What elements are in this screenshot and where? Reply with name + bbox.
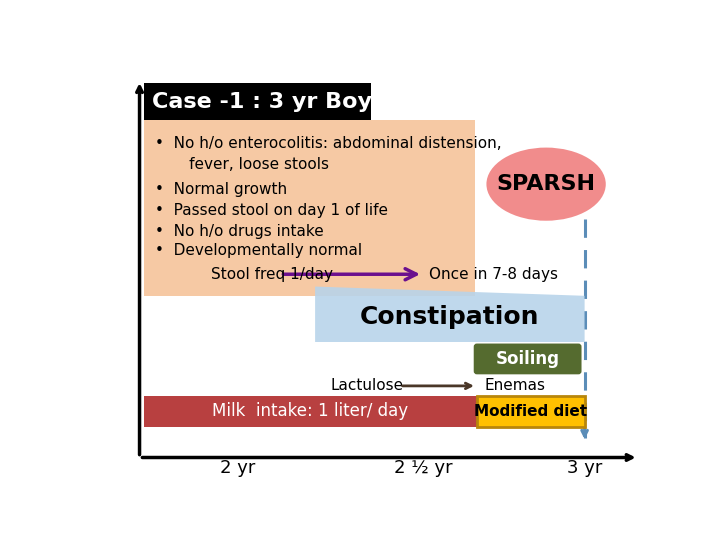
Text: 2 ½ yr: 2 ½ yr (394, 459, 452, 477)
Text: 2 yr: 2 yr (220, 459, 256, 477)
FancyBboxPatch shape (477, 396, 585, 427)
FancyBboxPatch shape (144, 120, 475, 296)
FancyBboxPatch shape (474, 343, 582, 374)
Text: Once in 7-8 days: Once in 7-8 days (429, 267, 558, 282)
Ellipse shape (487, 147, 606, 221)
Text: Soiling: Soiling (495, 350, 559, 368)
Text: fever, loose stools: fever, loose stools (155, 157, 329, 172)
Text: •  Normal growth: • Normal growth (155, 182, 287, 197)
Text: •  Developmentally normal: • Developmentally normal (155, 244, 362, 259)
Text: Case -1 : 3 yr Boy: Case -1 : 3 yr Boy (152, 92, 372, 112)
Text: 3 yr: 3 yr (567, 459, 603, 477)
Text: Enemas: Enemas (485, 379, 546, 393)
Text: Milk  intake: 1 liter/ day: Milk intake: 1 liter/ day (212, 402, 408, 420)
FancyBboxPatch shape (144, 83, 372, 120)
Text: SPARSH: SPARSH (497, 174, 595, 194)
Text: Lactulose: Lactulose (330, 379, 404, 393)
Text: Stool freq 1/day: Stool freq 1/day (211, 267, 333, 282)
Text: •  Passed stool on day 1 of life: • Passed stool on day 1 of life (155, 204, 388, 218)
Text: Constipation: Constipation (360, 305, 539, 328)
Text: Modified diet: Modified diet (474, 404, 588, 419)
FancyBboxPatch shape (144, 396, 477, 427)
Polygon shape (315, 287, 585, 342)
Text: •  No h/o drugs intake: • No h/o drugs intake (155, 224, 324, 239)
Text: •  No h/o enterocolitis: abdominal distension,: • No h/o enterocolitis: abdominal disten… (155, 136, 502, 151)
